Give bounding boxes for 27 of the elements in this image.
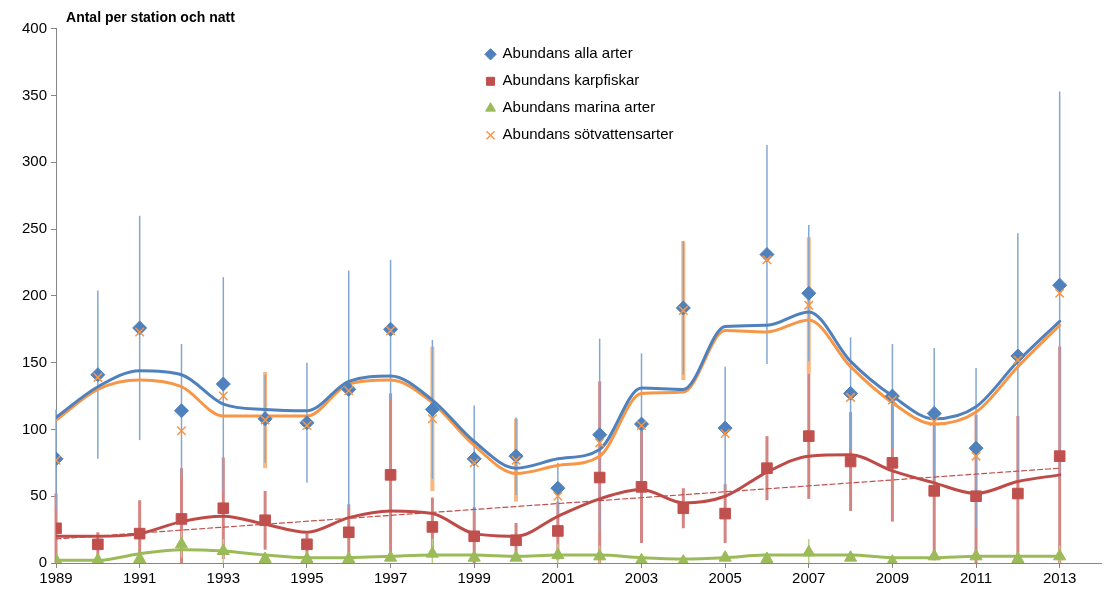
legend-label: Abundans sötvattensarter [502, 125, 674, 143]
x-tick-label: 2003 [624, 569, 659, 587]
x-tick-label: 1999 [457, 569, 491, 587]
x-tick-label: 2013 [1042, 569, 1077, 587]
y-tick-label: 300 [22, 152, 48, 170]
x-tick-label: 2011 [959, 569, 993, 587]
y-tick-label: 250 [22, 219, 48, 237]
y-tick-label: 0 [38, 553, 48, 571]
y-tick-label: 400 [22, 18, 48, 36]
y-tick-label: 200 [22, 286, 48, 304]
legend-label: Abundans marina arter [502, 98, 656, 116]
x-tick-label: 1993 [206, 569, 240, 587]
legend-label: Abundans karpfiskar [502, 71, 640, 89]
y-tick-label: 150 [22, 352, 48, 370]
x-tick-label: 2009 [875, 569, 910, 587]
x-tick-label: 2007 [792, 569, 826, 587]
x-tick-label: 2005 [708, 569, 742, 587]
y-tick-label: 50 [30, 486, 48, 504]
x-tick-label: 1995 [290, 569, 324, 587]
legend-label: Abundans alla arter [502, 44, 633, 62]
x-tick-label: 1989 [39, 569, 73, 587]
x-tick-label: 1997 [373, 569, 408, 587]
y-tick-label: 350 [22, 85, 48, 103]
x-tick-label: 2001 [541, 569, 575, 587]
x-tick-label: 1991 [122, 569, 157, 587]
chart-title: Antal per station och natt [66, 9, 236, 26]
y-tick-label: 100 [22, 419, 48, 437]
